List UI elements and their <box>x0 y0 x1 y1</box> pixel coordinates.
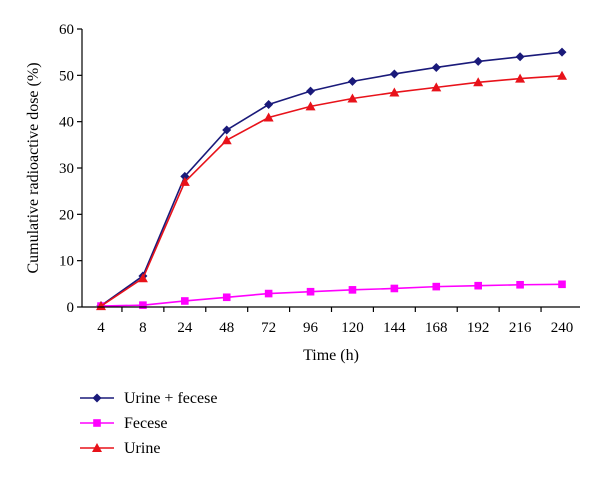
legend: Urine + fecese Fecese Urine <box>80 390 217 457</box>
series-2 <box>96 70 567 311</box>
data-point <box>139 301 147 309</box>
legend-marker <box>92 393 102 403</box>
legend-label: Fecese <box>124 415 168 432</box>
y-tick-label: 60 <box>59 22 74 38</box>
data-point <box>557 47 567 57</box>
data-point <box>222 293 231 302</box>
x-axis-title: Time (h) <box>303 347 359 364</box>
data-point <box>557 70 567 80</box>
data-point <box>96 301 106 311</box>
x-tick-label: 48 <box>219 320 234 336</box>
y-tick-label: 10 <box>59 254 74 270</box>
data-point <box>431 82 442 92</box>
x-tick-label: 96 <box>303 320 319 336</box>
legend-label: Urine <box>124 440 160 457</box>
data-point <box>264 289 273 298</box>
data-point <box>222 125 232 135</box>
x-tick-label: 144 <box>383 320 406 336</box>
y-tick-label: 40 <box>59 115 74 131</box>
x-tick-label: 8 <box>139 320 147 336</box>
data-point <box>137 273 148 283</box>
data-point <box>431 62 441 72</box>
data-point <box>516 280 524 289</box>
legend-label: Urine + fecese <box>124 390 217 407</box>
series-0 <box>96 47 567 311</box>
data-point <box>515 73 526 83</box>
x-tick-label: 72 <box>261 320 276 336</box>
data-point <box>473 56 483 66</box>
x-tick-label: 24 <box>177 320 193 336</box>
y-tick-label: 50 <box>59 68 74 84</box>
legend-marker <box>92 443 102 452</box>
series-line <box>100 283 563 307</box>
data-point <box>264 100 274 110</box>
data-point <box>473 77 484 87</box>
x-tick-label: 216 <box>509 320 532 336</box>
data-point <box>390 284 399 293</box>
y-tick-label: 0 <box>67 300 75 316</box>
data-point <box>558 280 566 289</box>
y-axis-title: Cumulative radioactive dose (%) <box>25 62 42 273</box>
series-1 <box>97 280 566 310</box>
data-point <box>305 101 316 111</box>
data-point <box>432 282 441 291</box>
x-tick-label: 192 <box>467 320 490 336</box>
x-tick-label: 168 <box>425 320 448 336</box>
legend-item: Urine + fecese <box>80 390 217 407</box>
data-point <box>347 93 358 103</box>
data-point <box>181 297 189 305</box>
data-point <box>389 87 400 97</box>
data-point <box>306 287 315 296</box>
data-point <box>515 52 525 62</box>
data-point <box>179 176 190 186</box>
x-tick-label: 240 <box>551 320 574 336</box>
series-line <box>100 51 563 307</box>
x-tick-label: 120 <box>341 320 364 336</box>
data-point <box>389 69 399 79</box>
x-tick-label: 4 <box>97 320 105 336</box>
data-point <box>263 112 274 122</box>
data-point <box>306 86 316 96</box>
data-point <box>221 135 232 145</box>
y-tick-label: 30 <box>59 161 74 177</box>
legend-item: Fecese <box>80 415 168 432</box>
legend-marker <box>93 419 101 427</box>
series-line <box>100 74 563 307</box>
legend-item: Urine <box>80 440 160 457</box>
plot-area <box>96 47 567 311</box>
data-point <box>347 76 357 86</box>
data-point <box>348 286 357 294</box>
y-tick-label: 20 <box>59 207 74 223</box>
data-point <box>474 281 482 290</box>
